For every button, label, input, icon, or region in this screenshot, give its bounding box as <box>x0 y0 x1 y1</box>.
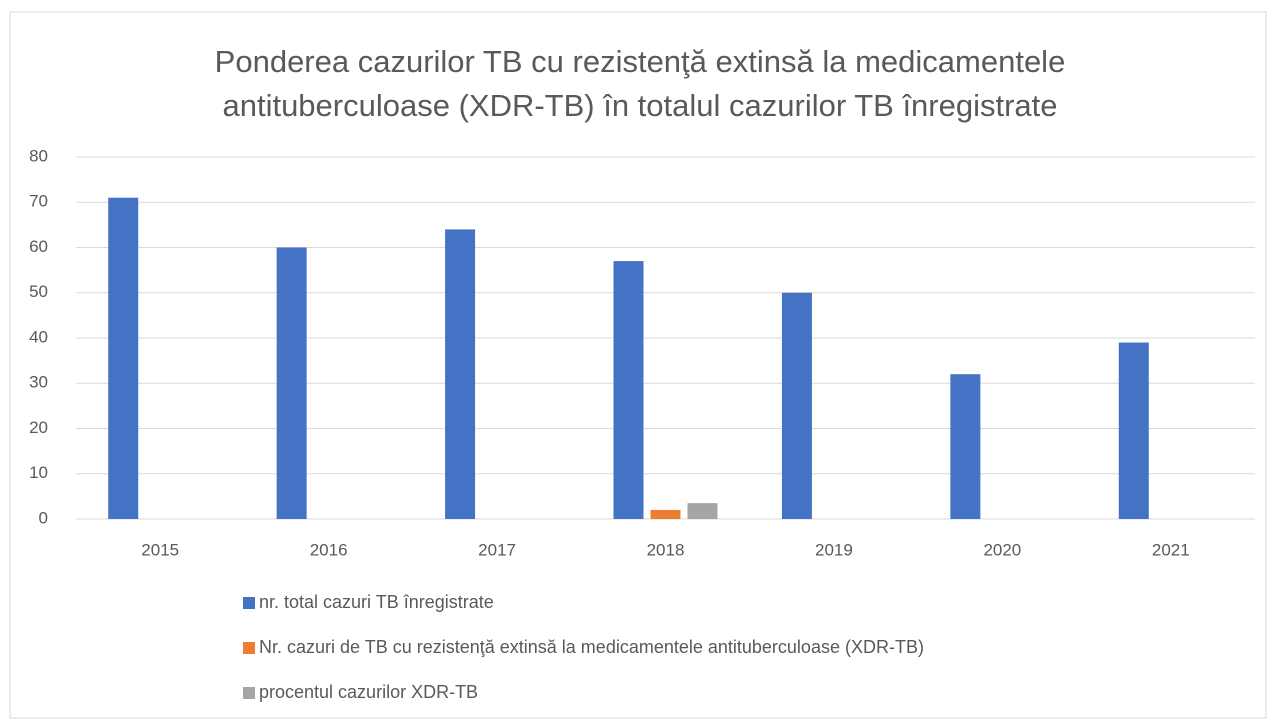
bar <box>445 229 476 519</box>
y-tick-label: 70 <box>29 192 48 211</box>
y-tick-label: 80 <box>29 146 48 165</box>
legend-label: procentul cazurilor XDR-TB <box>259 682 478 702</box>
chart-border <box>9 11 1267 719</box>
bar <box>781 292 812 519</box>
y-tick-label: 30 <box>29 373 48 392</box>
y-tick-label: 50 <box>29 282 48 301</box>
bar <box>687 503 718 519</box>
bar <box>108 197 139 519</box>
legend: nr. total cazuri TB înregistrate Nr. cazu… <box>243 592 924 702</box>
x-tick-label: 2018 <box>647 540 685 559</box>
bar <box>276 247 307 519</box>
legend-swatch <box>243 597 255 609</box>
y-tick-label: 60 <box>29 237 48 256</box>
legend-swatch <box>243 687 255 699</box>
y-tick-label: 40 <box>29 327 48 346</box>
x-tick-label: 2019 <box>815 540 853 559</box>
bar <box>950 374 981 519</box>
legend-label: nr. total cazuri TB înregistrate <box>259 592 494 612</box>
x-tick-label: 2020 <box>983 540 1021 559</box>
x-tick-label: 2016 <box>310 540 348 559</box>
legend-swatch <box>243 642 255 654</box>
bar <box>613 261 644 519</box>
bar <box>1118 342 1149 519</box>
x-tick-label: 2017 <box>478 540 516 559</box>
chart-title: Ponderea cazurilor TB cu rezistenţă exti… <box>214 44 1066 123</box>
y-tick-label: 20 <box>29 418 48 437</box>
y-tick-label: 10 <box>29 463 48 482</box>
legend-label: Nr. cazuri de TB cu rezistenţă extinsă l… <box>259 637 924 657</box>
bar <box>650 509 681 519</box>
x-tick-label: 2021 <box>1152 540 1190 559</box>
x-tick-label: 2015 <box>141 540 179 559</box>
y-tick-label: 0 <box>39 508 48 527</box>
